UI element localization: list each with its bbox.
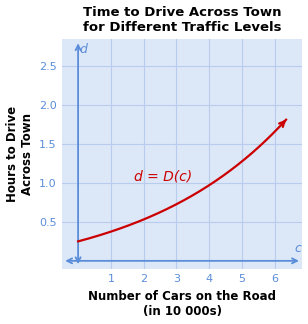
Text: d = D(c): d = D(c)	[134, 170, 192, 184]
Text: d: d	[80, 43, 87, 56]
Y-axis label: Hours to Drive
Across Town: Hours to Drive Across Town	[6, 106, 34, 202]
Title: Time to Drive Across Town
for Different Traffic Levels: Time to Drive Across Town for Different …	[83, 6, 281, 34]
Text: c: c	[294, 242, 301, 255]
X-axis label: Number of Cars on the Road
(in 10 000s): Number of Cars on the Road (in 10 000s)	[88, 290, 276, 318]
